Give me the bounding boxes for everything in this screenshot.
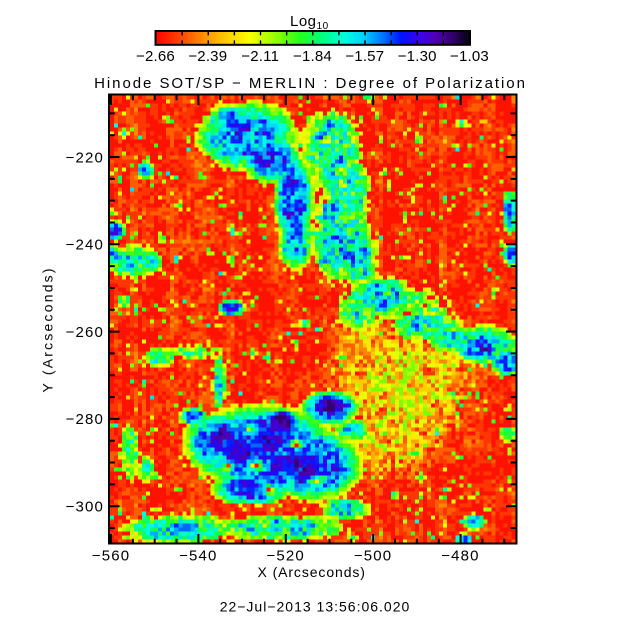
svg-text:−300: −300 <box>66 499 104 516</box>
svg-text:−280: −280 <box>66 411 104 428</box>
svg-text:−2.66: −2.66 <box>136 48 175 65</box>
svg-text:Y (Arcseconds): Y (Arcseconds) <box>40 266 56 392</box>
svg-text:−560: −560 <box>92 548 130 565</box>
svg-text:−520: −520 <box>267 548 305 565</box>
svg-text:22−Jul−2013 13:56:06.020: 22−Jul−2013 13:56:06.020 <box>220 599 411 615</box>
svg-text:−480: −480 <box>441 548 479 565</box>
svg-text:−1.03: −1.03 <box>450 48 489 65</box>
svg-text:−540: −540 <box>179 548 217 565</box>
svg-text:−1.30: −1.30 <box>398 48 437 65</box>
svg-text:−260: −260 <box>66 324 104 341</box>
svg-text:Log10: Log10 <box>290 13 329 32</box>
svg-text:−240: −240 <box>66 237 104 254</box>
svg-text:−1.84: −1.84 <box>293 48 332 65</box>
svg-text:−1.57: −1.57 <box>345 48 384 65</box>
svg-text:−2.11: −2.11 <box>241 48 279 65</box>
svg-text:−220: −220 <box>66 149 104 166</box>
svg-text:X (Arcseconds): X (Arcseconds) <box>258 564 366 580</box>
svg-text:Hinode SOT/SP − MERLIN : Degre: Hinode SOT/SP − MERLIN : Degree of Polar… <box>94 75 527 92</box>
svg-text:−2.39: −2.39 <box>188 48 227 65</box>
svg-text:−500: −500 <box>354 548 392 565</box>
